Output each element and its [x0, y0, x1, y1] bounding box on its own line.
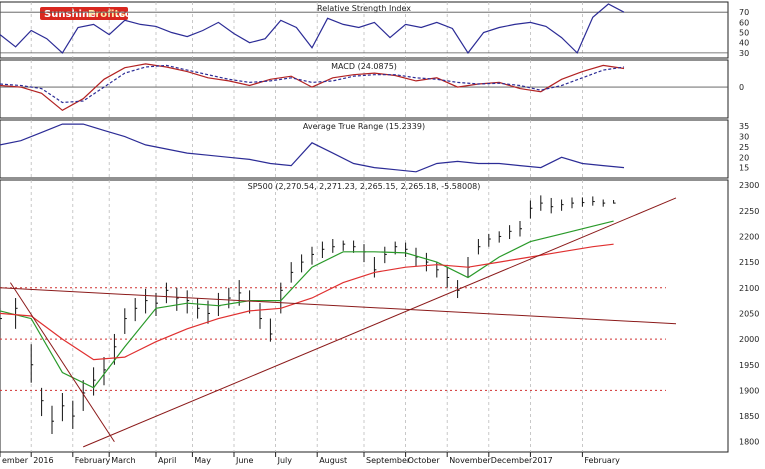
- x-axis: ember 2016 February March April May June July Au…: [0, 452, 620, 465]
- x-tick-label: 2016: [33, 456, 53, 465]
- y-tick-label: 1950: [739, 361, 759, 370]
- panel-title: MACD (24.0875): [331, 62, 397, 71]
- y-tick-label: 35: [739, 122, 749, 131]
- series-line-0: [0, 3, 625, 54]
- x-tick-label: November: [449, 456, 491, 465]
- series-line-0: [0, 220, 614, 389]
- y-tick-label: 70: [739, 8, 749, 17]
- y-tick-label: 0: [739, 83, 744, 92]
- logo-part1: Sunshine: [44, 9, 96, 20]
- y-tick-label: 50: [739, 29, 749, 38]
- y-tick-label: 1850: [739, 412, 759, 421]
- x-tick-label: February: [75, 456, 111, 465]
- y-tick-label: 2300: [739, 181, 759, 190]
- x-tick-label: August: [319, 456, 347, 465]
- logo-part3: .com: [115, 9, 142, 20]
- y-tick-label: 2100: [739, 284, 759, 293]
- y-tick-label: 2150: [739, 258, 759, 267]
- series-line-0: [0, 123, 625, 173]
- trend-line-1: [83, 197, 677, 448]
- y-tick-label: 30: [739, 49, 749, 58]
- x-tick-label: June: [235, 456, 254, 465]
- y-tick-label: 2050: [739, 309, 759, 318]
- logo-part2: Profits: [88, 9, 125, 20]
- panel-title: Average True Range (15.2339): [303, 122, 425, 131]
- x-tick-label: December: [491, 456, 533, 465]
- panel-title: SP500 (2,270.54, 2,271.23, 2,265.15, 2,2…: [248, 182, 481, 191]
- x-tick-label: February: [584, 456, 620, 465]
- x-tick-label: July: [277, 456, 293, 465]
- y-tick-label: 60: [739, 18, 749, 27]
- y-tick-label: 25: [739, 143, 749, 152]
- trend-line-0: [0, 287, 677, 325]
- series-line-1: [0, 243, 614, 361]
- x-tick-label: April: [158, 456, 176, 465]
- y-tick-label: 40: [739, 39, 749, 48]
- panel-3: 1800 1850 1900 1950 2000 2050 2100 2150 2200 2250…: [0, 179, 759, 453]
- x-tick-label: October: [408, 456, 441, 465]
- panel-title: Relative Strength Index: [317, 4, 411, 13]
- x-tick-label: March: [111, 456, 135, 465]
- panel-1: 0 MACD (24.0875): [0, 59, 744, 119]
- x-tick-label: 2017: [532, 456, 552, 465]
- y-tick-label: 15: [739, 164, 749, 173]
- y-tick-label: 2250: [739, 207, 759, 216]
- series-line-0: [0, 63, 625, 112]
- sunshine-profits-logo: Sunshine Profits .com: [40, 7, 142, 20]
- x-tick-label: ember: [2, 456, 29, 465]
- x-tick-label: May: [194, 456, 211, 465]
- y-tick-label: 1800: [739, 438, 759, 447]
- trend-line-2: [9, 282, 115, 443]
- y-tick-label: 2000: [739, 335, 759, 344]
- series-line-1: [0, 64, 625, 104]
- y-tick-label: 20: [739, 153, 749, 162]
- y-tick-label: 30: [739, 133, 749, 142]
- x-tick-label: September: [366, 456, 411, 465]
- y-tick-label: 2200: [739, 232, 759, 241]
- y-tick-label: 1900: [739, 386, 759, 395]
